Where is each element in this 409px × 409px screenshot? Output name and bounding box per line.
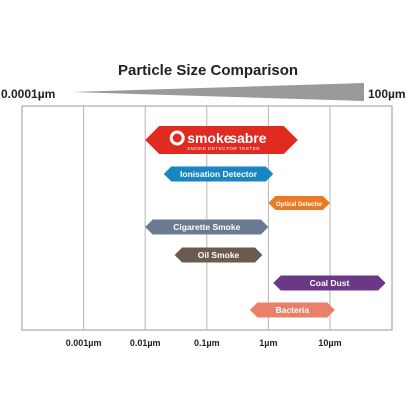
scale-wedge [72,83,364,101]
range-bars: Ionisation Detector Optical Detector Cigar… [145,166,386,318]
bar-label: Ionisation Detector [180,169,258,179]
x-tick-labels: 0.001µm 0.01µm 0.1µm 1µm 10µm [66,338,342,348]
bar-shape [268,196,330,210]
logo-word-smoke: smoke [187,130,232,146]
logo-tagline: SMOKE DETECTOR TESTER [187,146,260,151]
bar-ionisation-detector: Ionisation Detector [163,166,274,182]
bar-optical-detector: Optical Detector [268,196,330,210]
bar-oil-smoke: Oil Smoke [174,247,263,263]
scale-label-right: 100µm [368,87,406,101]
bar-shape [249,302,335,318]
x-tick-label: 0.001µm [66,338,102,348]
bar-bacteria: Bacteria [249,302,335,318]
bar-shape [174,247,263,263]
bar-shape [145,219,269,235]
bar-label: Oil Smoke [198,250,240,260]
bar-label: Bacteria [276,305,310,315]
chart-title: Particle Size Comparison [118,62,298,79]
bar-shape [163,166,274,182]
bar-shape [273,275,386,291]
bar-label: Coal Dust [310,278,350,288]
logo-bar-shape [145,126,298,154]
x-tick-label: 10µm [318,338,341,348]
bar-label: Cigarette Smoke [173,222,240,232]
x-tick-label: 1µm [259,338,277,348]
bar-coal-dust: Coal Dust [273,275,386,291]
x-tick-label: 0.1µm [194,338,220,348]
bar-label: Optical Detector [276,202,323,208]
bar-cigarette-smoke: Cigarette Smoke [145,219,269,235]
scale-label-left: 0.0001µm [1,87,55,101]
logo-word-sabre: sabre [229,130,267,146]
logo-mark-inner [172,133,182,143]
x-tick-label: 0.01µm [130,338,161,348]
